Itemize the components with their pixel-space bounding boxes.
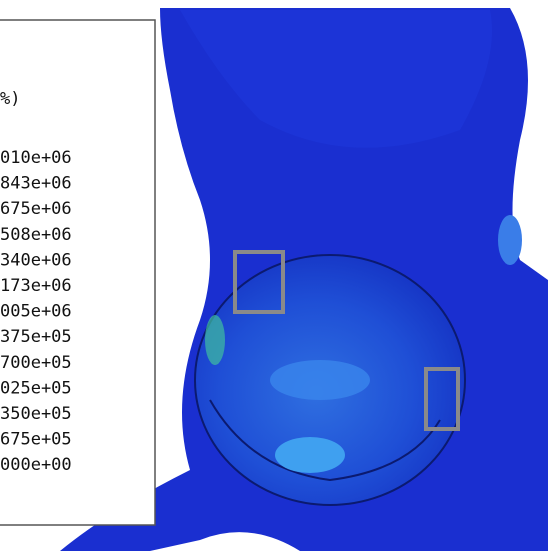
legend-label: 005e+06 bbox=[0, 302, 72, 322]
legend-label: 675e+06 bbox=[0, 199, 72, 219]
legend-label: 025e+05 bbox=[0, 378, 72, 398]
legend-label: 700e+05 bbox=[0, 353, 72, 373]
legend-label: 675e+05 bbox=[0, 430, 72, 450]
legend-label: 173e+06 bbox=[0, 276, 72, 296]
legend-label: 843e+06 bbox=[0, 174, 72, 194]
contour-plot: %) 010e+06 843e+06 675e+06 508e+06 340e+06 17… bbox=[0, 0, 548, 551]
legend-label: 350e+05 bbox=[0, 404, 72, 424]
stress-region bbox=[270, 360, 370, 400]
legend-header: %) bbox=[0, 89, 20, 109]
legend-label: 508e+06 bbox=[0, 225, 72, 245]
stress-region bbox=[498, 215, 522, 265]
legend-label: 340e+06 bbox=[0, 250, 72, 270]
legend-label: 375e+05 bbox=[0, 327, 72, 347]
stress-region bbox=[275, 437, 345, 473]
legend-label: 000e+00 bbox=[0, 455, 72, 475]
legend-label: 010e+06 bbox=[0, 148, 72, 168]
stress-region bbox=[205, 315, 225, 365]
